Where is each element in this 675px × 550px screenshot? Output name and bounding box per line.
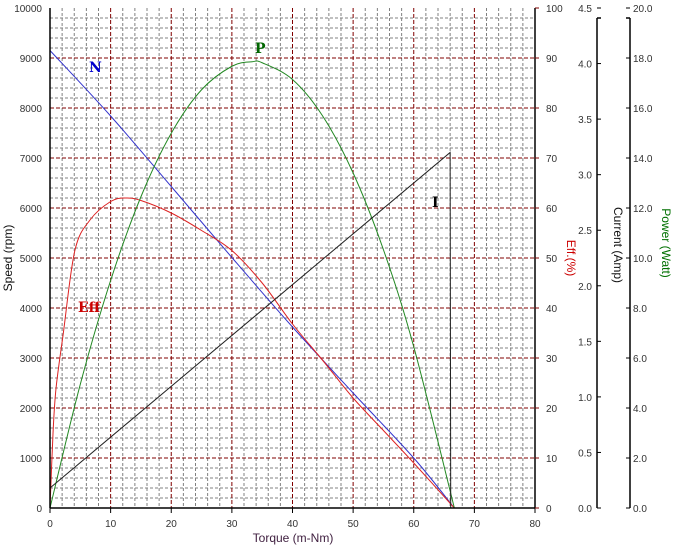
speed-tick-label: 1000 bbox=[20, 454, 43, 465]
series-label-i: I bbox=[432, 195, 439, 211]
x-tick-label: 40 bbox=[287, 519, 299, 530]
axes bbox=[49, 7, 631, 513]
current-tick-label: 4.5 bbox=[578, 4, 592, 15]
series-line-i bbox=[49, 151, 452, 509]
x-tick-label: 70 bbox=[469, 519, 481, 530]
eff-tick-label: 20 bbox=[546, 404, 558, 415]
eff-tick-label: 90 bbox=[546, 54, 558, 65]
series-label-eff: Eff bbox=[78, 300, 102, 316]
speed-tick-label: 9000 bbox=[20, 54, 43, 65]
eff-tick-label: 0 bbox=[546, 504, 552, 515]
speed-tick-label: 0 bbox=[36, 504, 42, 515]
x-tick-label: 0 bbox=[47, 519, 53, 530]
tick-labels: 0 10 20 30 40 50 60 70 8001000200030004000500060… bbox=[14, 4, 653, 530]
current-axis-title: Current (Amp) bbox=[611, 207, 625, 283]
speed-tick-label: 8000 bbox=[20, 104, 43, 115]
current-tick-label: 3.5 bbox=[578, 115, 592, 126]
current-tick-label: 4.0 bbox=[578, 60, 592, 71]
speed-tick-label: 2000 bbox=[20, 404, 43, 415]
grid bbox=[50, 8, 535, 508]
power-tick-label: 6.0 bbox=[633, 354, 647, 365]
power-tick-label: 18.0 bbox=[633, 54, 653, 65]
series-label-n: N bbox=[89, 60, 102, 76]
x-tick-label: 20 bbox=[166, 519, 178, 530]
power-tick-label: 0.0 bbox=[633, 504, 647, 515]
current-tick-label: 3.0 bbox=[578, 171, 592, 182]
power-tick-label: 8.0 bbox=[633, 304, 647, 315]
speed-tick-label: 6000 bbox=[20, 204, 43, 215]
series-line-eff bbox=[49, 197, 455, 509]
speed-tick-label: 7000 bbox=[20, 154, 43, 165]
current-tick-label: 1.5 bbox=[578, 337, 592, 348]
power-tick-label: 20.0 bbox=[633, 4, 653, 15]
series-label-p: P bbox=[255, 41, 266, 57]
speed-axis-title: Speed (rpm) bbox=[1, 225, 15, 292]
power-tick-label: 4.0 bbox=[633, 404, 647, 415]
eff-tick-label: 50 bbox=[546, 254, 558, 265]
eff-tick-label: 10 bbox=[546, 454, 558, 465]
power-tick-label: 10.0 bbox=[633, 254, 653, 265]
x-tick-label: 50 bbox=[348, 519, 360, 530]
current-tick-label: 2.5 bbox=[578, 226, 592, 237]
power-axis-title: Power (Watt) bbox=[659, 208, 673, 278]
series-layer bbox=[49, 50, 455, 509]
power-tick-label: 16.0 bbox=[633, 104, 653, 115]
speed-tick-label: 10000 bbox=[14, 4, 42, 15]
eff-tick-label: 40 bbox=[546, 304, 558, 315]
speed-tick-label: 3000 bbox=[20, 354, 43, 365]
eff-tick-label: 100 bbox=[546, 4, 563, 15]
eff-axis-title: Eff.(%) bbox=[564, 240, 578, 276]
x-axis-title: Torque (m-Nm) bbox=[253, 531, 334, 545]
x-tick-label: 60 bbox=[408, 519, 420, 530]
series-line-n bbox=[49, 50, 455, 509]
eff-tick-label: 60 bbox=[546, 204, 558, 215]
x-tick-label: 10 bbox=[105, 519, 117, 530]
x-tick-label: 80 bbox=[529, 519, 541, 530]
series-line-p bbox=[49, 60, 455, 509]
power-tick-label: 2.0 bbox=[633, 454, 647, 465]
speed-tick-label: 4000 bbox=[20, 304, 43, 315]
x-tick-label: 30 bbox=[226, 519, 238, 530]
current-tick-label: 2.0 bbox=[578, 282, 592, 293]
power-tick-label: 12.0 bbox=[633, 204, 653, 215]
eff-tick-label: 80 bbox=[546, 104, 558, 115]
current-tick-label: 0.0 bbox=[578, 504, 592, 515]
speed-tick-label: 5000 bbox=[20, 254, 43, 265]
current-tick-label: 1.0 bbox=[578, 393, 592, 404]
eff-tick-label: 70 bbox=[546, 154, 558, 165]
current-tick-label: 0.5 bbox=[578, 448, 592, 459]
eff-tick-label: 30 bbox=[546, 354, 558, 365]
power-tick-label: 14.0 bbox=[633, 154, 653, 165]
